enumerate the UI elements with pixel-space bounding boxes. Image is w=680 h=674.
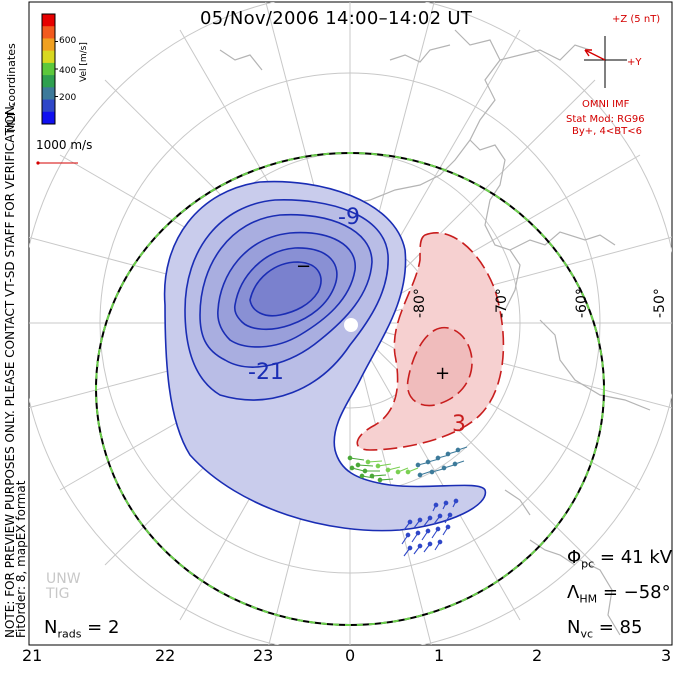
vector-scale <box>36 161 78 165</box>
latitude-label-80: -80° <box>412 288 428 318</box>
mlt-label-2: 2 <box>532 646 543 665</box>
mlt-label-0: 0 <box>345 646 356 665</box>
mlt-label-3: 3 <box>661 646 672 665</box>
colorbar-swatch <box>42 38 55 52</box>
hm-boundary <box>95 152 605 626</box>
mlt-label-1: 1 <box>434 646 445 665</box>
colorbar-label: Vel [m/s] <box>79 42 89 82</box>
latitude-label-70: -70° <box>494 288 510 318</box>
vector-count: Nvc = 85 <box>567 617 643 641</box>
colorbar-tick-200: 200 <box>59 93 77 103</box>
mlt-label-23: 23 <box>253 646 274 665</box>
negative-potential-cell <box>163 180 487 532</box>
contour-label-minus9: -9 <box>338 205 360 230</box>
colorbar-swatch <box>42 99 55 113</box>
imf-model: Stat Mod: RG96 <box>566 114 645 125</box>
colorbar-swatch <box>42 26 55 39</box>
magnetic-pole-marker <box>344 318 358 332</box>
colorbar-swatch <box>42 87 55 101</box>
potential-maximum-marker: + <box>435 363 451 384</box>
radar-count: Nrads = 2 <box>44 617 120 641</box>
colorbar-swatch <box>42 50 55 64</box>
mlt-label-22: 22 <box>155 646 176 665</box>
unw-logo: UNW TIG <box>46 571 81 602</box>
velocity-colorbar <box>41 13 58 125</box>
latitude-label-60: -60° <box>574 288 590 318</box>
colorbar-tick-600: 600 <box>59 36 77 46</box>
colorbar-swatch <box>42 14 55 27</box>
imf-dial <box>584 36 627 88</box>
contour-label-minus21: -21 <box>248 360 284 385</box>
colorbar-tick-400: 400 <box>59 66 77 76</box>
latitude-label-50: -50° <box>652 288 668 318</box>
colorbar-swatch <box>42 111 55 125</box>
positive-potential-cell <box>356 232 505 451</box>
map-title: 05/Nov/2006 14:00–14:02 UT <box>200 8 473 29</box>
imf-y-label: +Y <box>627 57 642 68</box>
potential-minimum-marker: − <box>296 256 312 277</box>
velocity-vectors <box>347 446 468 557</box>
colorbar-swatch <box>42 62 55 76</box>
imf-source: OMNI IMF <box>582 99 630 110</box>
imf-z-label: +Z (5 nT) <box>612 14 661 25</box>
vector-scale-label: 1000 m/s <box>36 138 93 152</box>
hm-boundary-latitude: ΛHM = −58° <box>567 582 671 606</box>
fit-order-label: FitOrder: 8, mapEX format <box>14 480 28 638</box>
imf-condition: By+, 4<BT<6 <box>572 126 642 137</box>
contour-label-3: 3 <box>452 412 466 437</box>
mlt-label-21: 21 <box>22 646 43 665</box>
cross-polar-potential: Φpc = 41 kV <box>567 547 673 571</box>
colorbar-swatch <box>42 75 55 88</box>
